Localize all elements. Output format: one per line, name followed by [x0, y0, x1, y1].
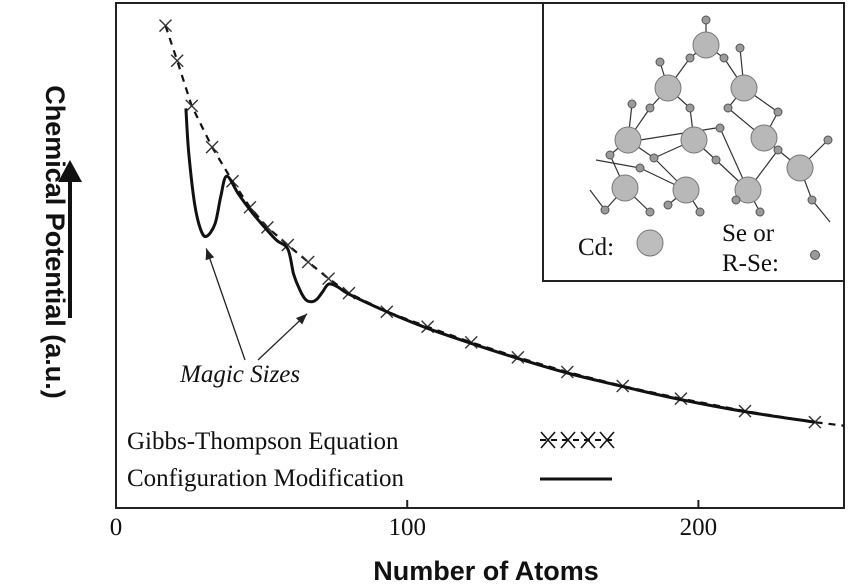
gibbs-marker-6	[260, 220, 274, 234]
legend-label-gibbs: Gibbs-Thompson Equation	[127, 428, 399, 455]
inset-cd-atom-8	[734, 176, 762, 204]
legend-swatch-gibbs	[540, 431, 615, 449]
x-ticks: 0 100 200	[110, 500, 717, 541]
inset-se-atom-16	[645, 207, 655, 217]
inset-se-atom-10	[605, 150, 615, 160]
inset-se-atom-19	[807, 195, 817, 205]
inset-bond-38	[639, 127, 717, 141]
x-tick-label-1: 100	[388, 514, 426, 541]
inset-se-atom-5	[645, 103, 655, 113]
gibbs-marker-7	[281, 238, 295, 252]
inset-structure: Cd: Se or R-Se:	[542, 2, 845, 282]
inset-se-atom-7	[723, 103, 733, 113]
inset-se-atom-6	[685, 103, 695, 113]
x-tick-label-0: 0	[110, 514, 123, 541]
inset-se-atom-8	[773, 107, 783, 117]
inset-atoms	[600, 15, 833, 217]
inset-bond-39	[595, 159, 641, 169]
magic-sizes-arrow-1	[257, 313, 308, 361]
inset-cd-label: Cd:	[578, 234, 614, 261]
x-tick-label-2: 200	[680, 514, 718, 541]
series-configuration-modification-line	[184, 108, 816, 424]
inset-se-atom-20	[635, 163, 645, 173]
inset-cd-atom-5	[750, 124, 778, 152]
inset-se-atom-21	[715, 123, 725, 133]
gibbs-marker-3	[205, 140, 219, 154]
x-axis-title: Number of Atoms	[373, 556, 599, 584]
magic-sizes-annotation: Magic Sizes	[179, 248, 308, 388]
legend-label-config: Configuration Modification	[127, 465, 405, 492]
y-axis-title: Chemical Potential (a.u.)	[40, 85, 70, 399]
inset-se-atom-0	[701, 15, 711, 25]
inset-se-atom-22	[663, 200, 673, 210]
series-gibbs-thompson-line	[164, 25, 845, 427]
inset-se-atom-12	[711, 155, 721, 165]
inset-se-atom-2	[719, 53, 729, 63]
inset-se-atom-11	[649, 153, 659, 163]
inset-se-atom-14	[823, 135, 833, 145]
inset-cd-atom-2	[730, 74, 758, 102]
inset-se-atom-4	[655, 57, 665, 67]
inset-se-atom-1	[685, 53, 695, 63]
magic-sizes-arrow-0	[205, 248, 246, 361]
magic-sizes-arrows	[205, 248, 308, 361]
inset-cd-atom-9	[786, 154, 814, 182]
series-layer	[159, 19, 845, 429]
inset-rse-label: R-Se:	[722, 250, 779, 277]
inset-cd-atom-7	[672, 176, 700, 204]
y-axis-title-group: Chemical Potential (a.u.)	[40, 85, 82, 399]
gibbs-marker-2	[185, 99, 199, 113]
inset-se-label: Se or	[722, 220, 775, 247]
gibbs-marker-8	[301, 255, 315, 269]
inset-cd-sphere-icon	[636, 229, 664, 257]
inset-cd-atom-3	[614, 126, 642, 154]
inset-se-atom-13	[773, 145, 783, 155]
inset-se-atom-18	[755, 207, 765, 217]
inset-cd-atom-4	[680, 126, 708, 154]
magic-sizes-label: Magic Sizes	[179, 361, 300, 388]
inset-cd-atom-6	[611, 174, 639, 202]
inset-cd-atom-1	[654, 74, 682, 102]
y-axis-arrow-head	[58, 160, 82, 182]
inset-se-atom-3	[735, 43, 745, 53]
inset-se-atom-17	[695, 207, 705, 217]
gibbs-marker-9	[322, 272, 336, 286]
gibbs-marker-1	[170, 54, 184, 68]
inset-bond-32	[811, 199, 831, 223]
legend: Gibbs-Thompson Equation Configuration Mo…	[127, 428, 615, 492]
inset-se-atom-9	[627, 99, 637, 109]
inset-cd-atom-0	[692, 31, 720, 59]
inset-se-atom-15	[600, 205, 610, 215]
gibbs-marker-0	[159, 19, 172, 33]
inset-se-atom-23	[731, 195, 741, 205]
inset-se-sphere-icon	[810, 250, 820, 260]
